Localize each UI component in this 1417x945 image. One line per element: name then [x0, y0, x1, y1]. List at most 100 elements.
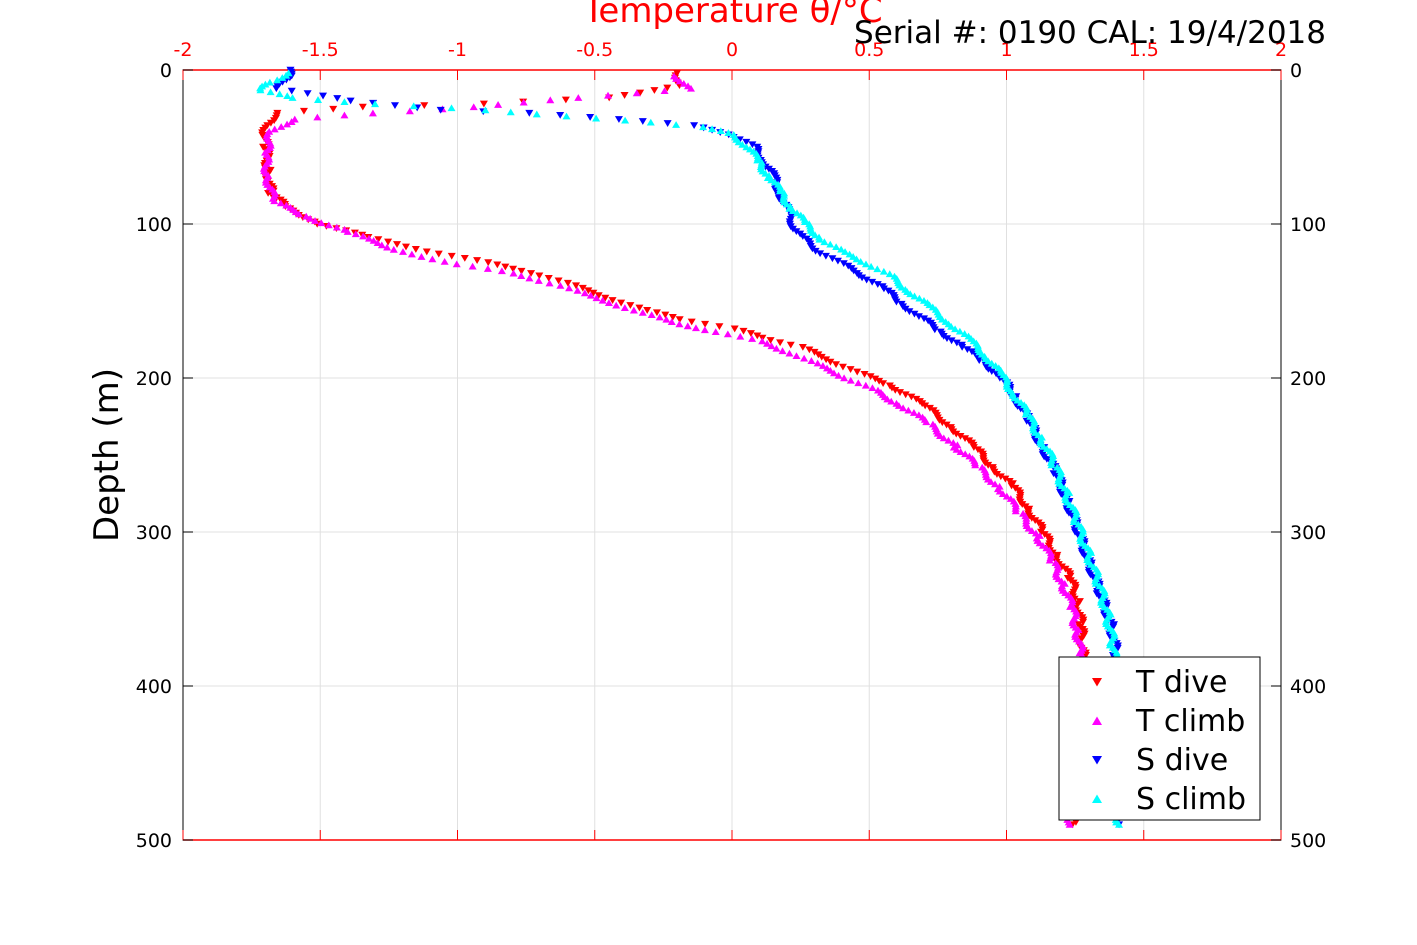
data-point	[1071, 818, 1080, 826]
data-point	[798, 344, 807, 351]
data-point	[735, 136, 744, 144]
data-point	[468, 262, 477, 270]
data-point	[275, 90, 284, 98]
data-point	[601, 294, 610, 302]
data-point	[561, 96, 570, 104]
data-point	[963, 346, 972, 353]
data-point	[324, 221, 333, 229]
data-point	[620, 304, 629, 311]
data-point	[883, 395, 892, 403]
data-point	[753, 332, 762, 340]
data-point	[506, 108, 515, 116]
data-point	[359, 232, 368, 240]
data-point	[283, 120, 292, 128]
data-point	[572, 282, 581, 290]
data-point	[786, 341, 795, 349]
data-point	[565, 284, 574, 292]
legend-label: S dive	[1136, 743, 1228, 778]
data-point	[1045, 556, 1054, 564]
data-point	[287, 118, 296, 125]
data-point	[562, 112, 571, 120]
data-point	[792, 352, 801, 360]
data-point	[527, 270, 536, 277]
data-point	[1066, 603, 1075, 610]
data-point	[383, 243, 392, 251]
data-point	[1069, 518, 1078, 526]
data-point	[856, 257, 865, 265]
data-point	[265, 78, 274, 86]
data-point	[858, 274, 867, 282]
data-point	[724, 129, 733, 136]
data-point	[860, 370, 869, 378]
data-point	[861, 260, 870, 268]
data-point	[915, 294, 924, 302]
data-point	[942, 335, 951, 342]
data-point	[793, 209, 802, 217]
data-point	[826, 367, 835, 374]
data-point	[272, 85, 281, 93]
data-point	[1065, 821, 1074, 828]
data-point	[734, 138, 743, 146]
data-point	[598, 296, 607, 304]
data-point	[1037, 528, 1046, 536]
data-point	[554, 277, 563, 285]
data-point	[525, 274, 534, 282]
data-point	[841, 248, 850, 255]
data-point	[949, 439, 958, 446]
data-point	[663, 84, 672, 92]
legend-marker	[1092, 678, 1102, 687]
data-point	[938, 419, 947, 427]
x-tick-label: 1	[1000, 39, 1012, 61]
data-point	[1027, 527, 1036, 534]
data-point	[788, 207, 797, 214]
data-point	[961, 435, 970, 443]
data-point	[621, 116, 630, 124]
data-point	[800, 218, 809, 225]
data-point	[862, 276, 871, 284]
x-tick-label: -1	[448, 39, 467, 61]
data-point	[800, 354, 809, 362]
data-point	[655, 313, 664, 321]
data-point	[910, 310, 919, 318]
data-point	[592, 114, 601, 122]
data-point	[739, 327, 748, 335]
data-point	[535, 272, 544, 280]
data-point	[767, 176, 776, 184]
data-point	[925, 404, 934, 412]
legend-marker	[1092, 716, 1102, 725]
data-point	[675, 316, 684, 324]
data-point	[369, 236, 378, 244]
data-point	[592, 294, 601, 302]
data-point	[837, 245, 846, 253]
data-point	[546, 96, 555, 104]
data-point	[409, 102, 418, 110]
data-point	[961, 450, 970, 458]
data-point	[594, 292, 603, 300]
data-point	[319, 92, 328, 100]
data-point	[958, 344, 967, 351]
data-point	[921, 402, 930, 410]
data-point	[930, 326, 939, 334]
data-point	[952, 430, 961, 438]
data-point	[340, 98, 349, 106]
data-point	[586, 291, 595, 299]
data-point	[1047, 461, 1056, 469]
data-point	[343, 228, 352, 235]
data-point	[947, 337, 956, 345]
data-point	[638, 118, 647, 125]
data-point	[987, 368, 996, 375]
data-point	[517, 267, 526, 275]
data-point	[358, 103, 367, 111]
data-point	[938, 315, 947, 323]
data-point	[545, 279, 554, 287]
data-point	[984, 461, 993, 469]
data-point	[969, 444, 978, 451]
data-point	[317, 219, 326, 227]
data-point	[711, 328, 720, 335]
data-point	[667, 318, 676, 325]
x-axis-label: Temperature θ/°C	[582, 0, 882, 31]
data-point	[479, 100, 488, 108]
data-point	[810, 348, 819, 356]
data-point	[715, 323, 724, 331]
data-point	[785, 349, 794, 357]
